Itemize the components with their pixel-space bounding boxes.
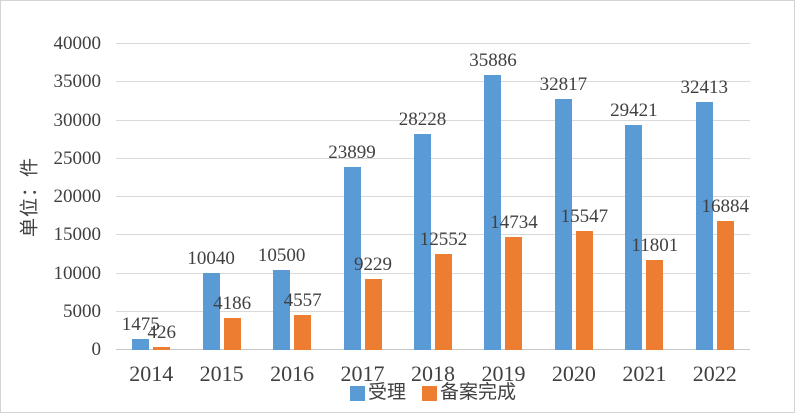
plot-area: 1475 426 10040 4186 10500 4557 23899 9229 28228 1… xyxy=(116,43,750,350)
x-category-label: 2017 xyxy=(340,361,385,386)
x-category-label: 2018 xyxy=(411,361,455,386)
bar-受理-2014 xyxy=(132,338,150,350)
data-label: 35886 xyxy=(469,50,517,72)
bar-备案完成-2017 xyxy=(364,279,382,350)
data-label: 23899 xyxy=(328,142,376,164)
legend-item-备案完成: 备案完成 xyxy=(422,383,516,403)
bar-备案完成-2016 xyxy=(294,315,312,350)
y-tick-label: 40000 xyxy=(53,33,102,54)
legend-label: 受理 xyxy=(367,382,406,403)
legend: 受理 备案完成 xyxy=(116,383,750,403)
legend-label: 备案完成 xyxy=(440,382,517,403)
bar-备案完成-2014 xyxy=(153,346,171,350)
legend-swatch-icon xyxy=(422,385,437,401)
legend-item-受理: 受理 xyxy=(349,382,406,403)
bar-备案完成-2019 xyxy=(505,237,523,350)
data-label: 1475 xyxy=(121,313,160,335)
bar-备案完成-2021 xyxy=(646,259,664,350)
bar-受理-2017 xyxy=(343,167,361,350)
bar-备案完成-2015 xyxy=(223,317,241,350)
x-category-label: 2019 xyxy=(481,361,526,386)
bar-受理-2018 xyxy=(414,134,431,350)
data-label: 32817 xyxy=(539,73,588,95)
gridline xyxy=(116,196,750,197)
data-label: 12552 xyxy=(419,228,468,250)
y-tick-label: 35000 xyxy=(53,71,102,93)
y-tick-label: 30000 xyxy=(53,109,102,131)
bar-受理-2015 xyxy=(202,273,220,350)
bar-备案完成-2018 xyxy=(435,253,452,350)
data-label: 11801 xyxy=(631,234,679,256)
data-label: 15547 xyxy=(560,206,609,228)
x-category-label: 2022 xyxy=(692,361,737,386)
bar-受理-2019 xyxy=(484,75,502,350)
data-label: 9229 xyxy=(354,254,393,276)
bar-受理-2016 xyxy=(273,269,291,350)
y-tick-label: 25000 xyxy=(53,147,102,169)
data-label: 4186 xyxy=(213,292,252,314)
y-tick-label: 15000 xyxy=(53,224,102,246)
gridline xyxy=(116,81,750,83)
gridline xyxy=(116,272,750,274)
data-label: 14734 xyxy=(490,212,538,234)
gridline xyxy=(116,310,750,312)
data-label: 29421 xyxy=(610,99,658,121)
bar-备案完成-2022 xyxy=(716,220,734,350)
gridline xyxy=(116,119,750,121)
x-category-label: 2021 xyxy=(622,361,667,386)
data-label: 32413 xyxy=(680,77,729,99)
data-label: 4557 xyxy=(283,290,322,312)
x-category-label: 2014 xyxy=(129,361,174,386)
data-label: 16884 xyxy=(701,195,750,217)
data-label: 10500 xyxy=(257,244,306,266)
gridline xyxy=(116,234,750,236)
y-tick-label: 20000 xyxy=(53,186,102,207)
bar-受理-2022 xyxy=(695,102,713,350)
data-label: 426 xyxy=(147,321,176,343)
y-tick-label: 10000 xyxy=(53,262,102,284)
x-axis-line xyxy=(116,349,750,350)
legend-swatch-icon xyxy=(349,385,365,401)
x-category-label: 2020 xyxy=(551,361,596,386)
x-category-label: 2016 xyxy=(270,361,315,386)
gridline xyxy=(116,157,750,159)
bar-受理-2020 xyxy=(554,98,572,350)
bar-备案完成-2020 xyxy=(575,231,593,350)
x-category-label: 2015 xyxy=(199,361,244,386)
y-tick-label: 5000 xyxy=(63,300,101,322)
bar-受理-2021 xyxy=(625,124,643,350)
data-label: 10040 xyxy=(187,248,235,270)
y-tick-label: 0 xyxy=(91,339,102,360)
gridline xyxy=(116,43,750,44)
data-label: 28228 xyxy=(398,109,447,131)
